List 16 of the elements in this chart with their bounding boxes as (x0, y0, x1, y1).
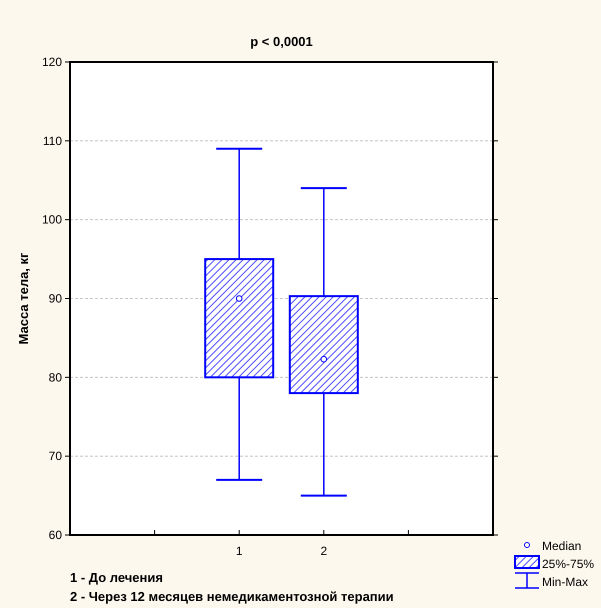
chart-title: p < 0,0001 (250, 34, 313, 49)
y-tick-label: 100 (42, 212, 62, 227)
text: 2 - Через 12 месяцев немедикаментозной терапии (70, 589, 394, 604)
y-tick-label: 80 (48, 370, 62, 384)
y-tick-label: 90 (48, 292, 62, 306)
text: Min-Max (542, 575, 588, 589)
text: 25%-75% (542, 557, 594, 571)
y-tick-label: 120 (42, 55, 62, 69)
text: 1 - До лечения (70, 570, 163, 585)
x-tick-label: 1 (236, 544, 243, 558)
x-tick-label: 2 (320, 544, 328, 558)
text: Median (542, 539, 582, 553)
y-tick-label: 60 (48, 528, 62, 542)
y-tick-label: 110 (42, 134, 62, 148)
y-tick-label: 70 (48, 449, 62, 464)
y-axis-title: Масса тела, кг (16, 252, 31, 344)
